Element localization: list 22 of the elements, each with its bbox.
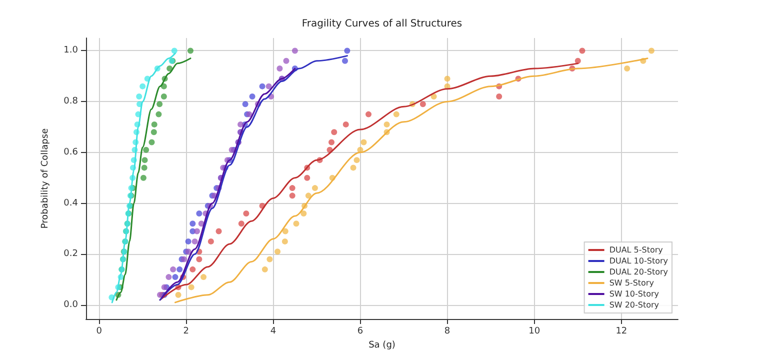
x-tick-label: 10 bbox=[528, 326, 540, 336]
legend-label: SW 20-Story bbox=[609, 300, 660, 310]
legend-label: DUAL 20-Story bbox=[609, 268, 668, 276]
y-axis-title: Probability of Collapse bbox=[40, 128, 50, 229]
y-tick-label: 0.4 bbox=[64, 198, 78, 208]
y-tick-label: 0.0 bbox=[64, 300, 78, 310]
legend-label: SW 5-Story bbox=[609, 278, 654, 288]
x-tick-label: 12 bbox=[616, 326, 628, 336]
legend-label: SW 10-Story bbox=[609, 290, 660, 298]
x-tick-label: 6 bbox=[357, 326, 364, 336]
x-tick-label: 4 bbox=[270, 326, 276, 336]
x-tick-label: 0 bbox=[96, 326, 102, 336]
legend-label: DUAL 10-Story bbox=[609, 256, 668, 266]
x-tick-label: 8 bbox=[444, 326, 450, 336]
y-tick-label: 0.6 bbox=[64, 147, 78, 158]
x-axis-title: Sa (g) bbox=[368, 340, 396, 350]
y-tick-label: 0.2 bbox=[64, 249, 78, 260]
x-tick-label: 2 bbox=[183, 326, 189, 336]
y-tick-label: 0.8 bbox=[64, 96, 78, 107]
legend-label: DUAL 5-Story bbox=[609, 246, 664, 254]
y-tick-label: 1.0 bbox=[64, 46, 78, 56]
chart-title: Fragility Curves of all Structures bbox=[302, 18, 462, 30]
